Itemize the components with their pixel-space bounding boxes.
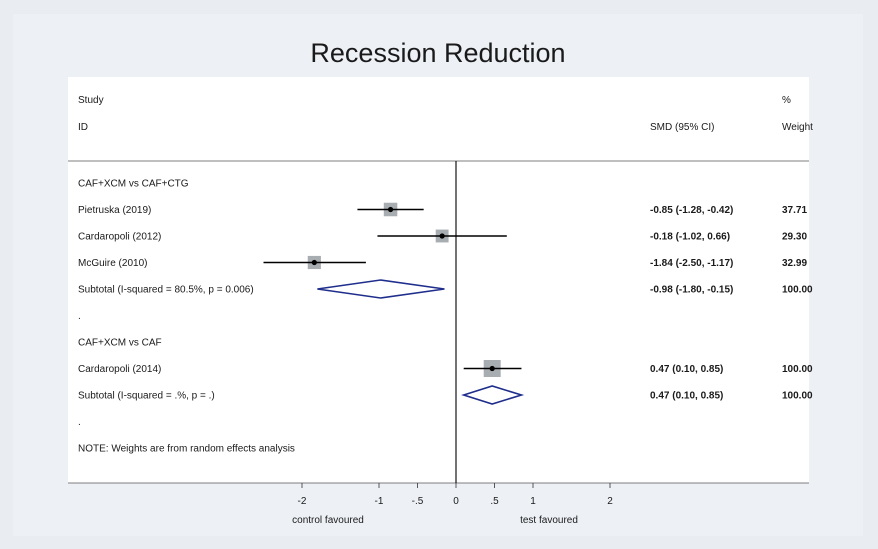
header-study: Study <box>78 95 104 106</box>
x-tick-label: -1 <box>375 496 384 507</box>
effect-estimate: -0.18 (-1.02, 0.66) <box>650 232 730 243</box>
chart-title: Recession Reduction <box>310 38 565 68</box>
x-left-label: control favoured <box>292 515 364 526</box>
rows-layer: CAF+XCM vs CAF+CTG Pietruska (2019) -0.85 … <box>78 179 813 455</box>
subtotal-label: Subtotal (I-squared = .%, p = .) <box>78 391 215 402</box>
effect-estimate: -0.98 (-1.80, -0.15) <box>650 285 733 296</box>
weight-value: 100.00 <box>782 364 813 375</box>
spacer-dot: . <box>78 311 81 322</box>
pooled-diamond <box>461 385 525 405</box>
effect-estimate: -0.85 (-1.28, -0.42) <box>650 205 733 216</box>
x-tick-label: .5 <box>490 496 499 507</box>
weight-value: 37.71 <box>782 205 807 216</box>
x-tick-label: -.5 <box>412 496 424 507</box>
note-label: NOTE: Weights are from random effects an… <box>78 444 295 455</box>
forest-plot: Recession Reduction Study ID SMD (95% CI… <box>68 38 813 526</box>
x-right-label: test favoured <box>520 515 578 526</box>
effect-estimate: 0.47 (0.10, 0.85) <box>650 364 723 375</box>
header-effect: SMD (95% CI) <box>650 122 714 133</box>
study-label: Cardaropoli (2012) <box>78 232 161 243</box>
chart-frame: Recession Reduction Study ID SMD (95% CI… <box>13 14 863 536</box>
header-id: ID <box>78 122 88 133</box>
weight-value: 100.00 <box>782 285 813 296</box>
x-tick-label: -2 <box>298 496 307 507</box>
point-estimate <box>489 365 495 372</box>
weight-value: 100.00 <box>782 391 813 402</box>
point-estimate <box>387 206 394 213</box>
header-weight-percent: % <box>782 95 791 106</box>
x-tick-label: 1 <box>530 496 536 507</box>
x-tick-label: 2 <box>607 496 613 507</box>
weight-value: 32.99 <box>782 258 807 269</box>
study-label: Pietruska (2019) <box>78 205 151 216</box>
group-label: CAF+XCM vs CAF <box>78 338 162 349</box>
spacer-dot: . <box>78 417 81 428</box>
weight-value: 29.30 <box>782 232 807 243</box>
study-label: Cardaropoli (2014) <box>78 364 161 375</box>
group-label: CAF+XCM vs CAF+CTG <box>78 179 189 190</box>
study-label: McGuire (2010) <box>78 258 147 269</box>
point-estimate <box>311 259 317 266</box>
subtotal-label: Subtotal (I-squared = 80.5%, p = 0.006) <box>78 285 254 296</box>
x-tick-label: 0 <box>453 496 459 507</box>
pooled-diamond <box>317 279 445 299</box>
point-estimate <box>439 233 445 239</box>
effect-estimate: -1.84 (-2.50, -1.17) <box>650 258 733 269</box>
header-weight: Weight <box>782 122 813 133</box>
effect-estimate: 0.47 (0.10, 0.85) <box>650 391 723 402</box>
plot-panel <box>68 77 809 483</box>
axis-layer: -2 -1 -.5 0 .5 1 2 <box>298 161 613 507</box>
